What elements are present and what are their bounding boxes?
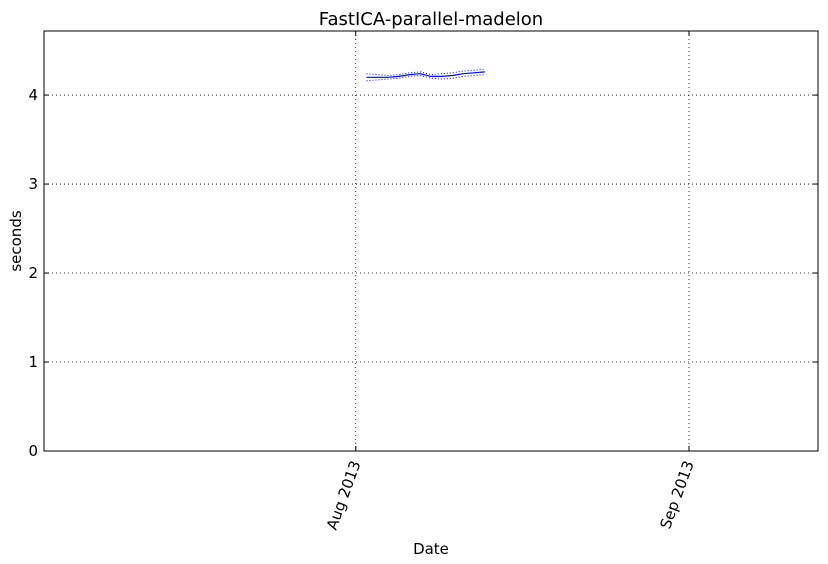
bound-line-2 xyxy=(366,74,485,82)
x-axis-label: Date xyxy=(413,540,449,558)
plot-frame xyxy=(43,30,819,452)
y-tick-label: 2 xyxy=(28,264,38,282)
series-group xyxy=(366,68,485,82)
y-tick-label: 3 xyxy=(28,175,38,193)
y-tick-label: 4 xyxy=(28,86,38,104)
grid xyxy=(44,31,818,451)
y-axis-label: seconds xyxy=(7,210,25,271)
series-line xyxy=(366,71,485,78)
y-tick-label: 1 xyxy=(28,353,38,371)
chart-title: FastICA-parallel-madelon xyxy=(319,9,543,30)
y-tick-label: 0 xyxy=(28,442,38,460)
bound-line-1 xyxy=(366,68,485,77)
